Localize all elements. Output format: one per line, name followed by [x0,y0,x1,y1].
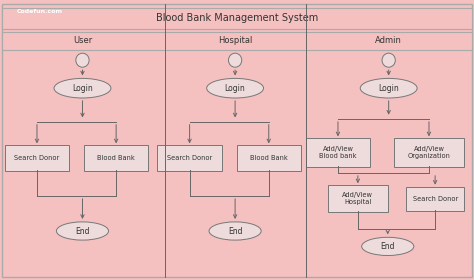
FancyBboxPatch shape [157,146,222,171]
Text: Hospital: Hospital [218,36,252,45]
Ellipse shape [360,78,417,98]
FancyBboxPatch shape [237,146,301,171]
FancyBboxPatch shape [2,8,472,29]
FancyBboxPatch shape [394,138,464,167]
Text: Blood Bank: Blood Bank [250,155,288,161]
Text: Add/View
Organization: Add/View Organization [408,146,450,159]
Text: Blood Bank Management System: Blood Bank Management System [156,13,318,23]
Ellipse shape [382,53,395,67]
FancyBboxPatch shape [328,185,388,212]
Text: Search Donor: Search Donor [412,196,458,202]
Text: Login: Login [378,84,399,93]
Text: Search Donor: Search Donor [167,155,212,161]
Text: Add/View
Hospital: Add/View Hospital [342,192,374,205]
Text: Login: Login [225,84,246,93]
Text: Blood Bank: Blood Bank [97,155,135,161]
Ellipse shape [228,53,242,67]
FancyBboxPatch shape [84,146,148,171]
FancyBboxPatch shape [2,4,472,277]
Text: End: End [381,242,395,251]
Ellipse shape [362,237,414,255]
Ellipse shape [54,78,111,98]
Ellipse shape [207,78,264,98]
Text: End: End [228,227,242,235]
FancyBboxPatch shape [407,187,464,211]
Ellipse shape [209,222,261,240]
Text: Add/View
Blood bank: Add/View Blood bank [319,146,357,159]
Ellipse shape [76,53,89,67]
Ellipse shape [56,222,109,240]
Text: Login: Login [72,84,93,93]
Text: Admin: Admin [375,36,402,45]
Text: User: User [73,36,92,45]
Text: Search Donor: Search Donor [14,155,60,161]
Text: End: End [75,227,90,235]
FancyBboxPatch shape [2,32,472,50]
FancyBboxPatch shape [5,146,69,171]
FancyBboxPatch shape [306,138,370,167]
